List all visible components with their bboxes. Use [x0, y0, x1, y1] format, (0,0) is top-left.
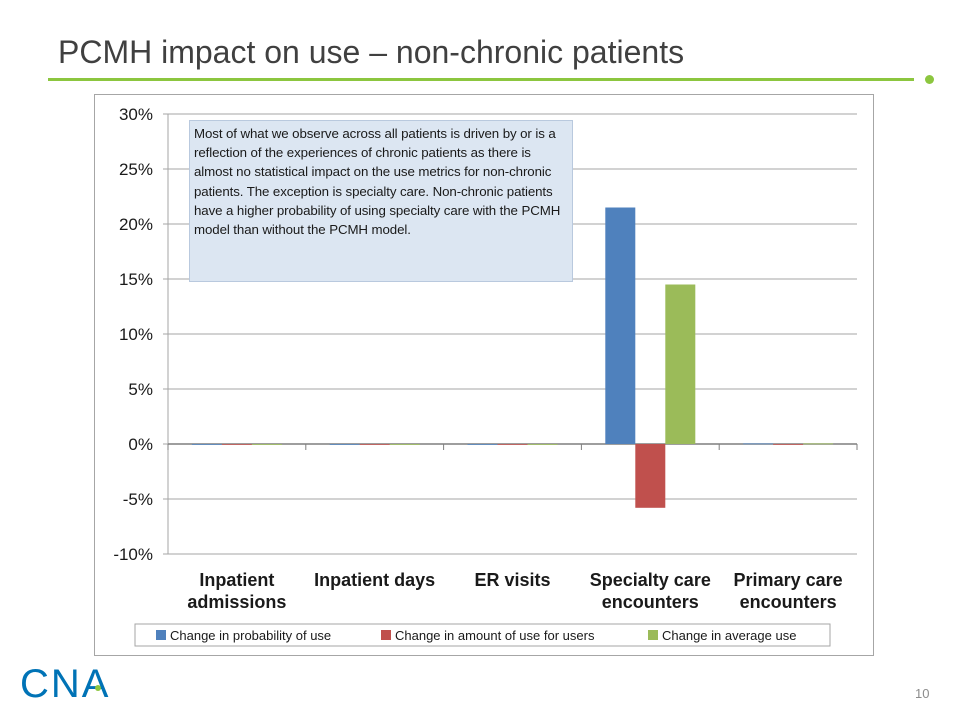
x-category-label: encounters	[740, 592, 837, 612]
y-tick-label: -10%	[113, 545, 153, 564]
bar	[605, 207, 636, 444]
bar	[191, 444, 222, 445]
bar	[359, 444, 390, 445]
y-tick-label: -5%	[123, 490, 153, 509]
legend-swatch	[381, 630, 391, 640]
bar	[329, 444, 360, 445]
y-tick-label: 5%	[128, 380, 153, 399]
x-category-label: Inpatient days	[314, 570, 435, 590]
bar	[467, 444, 498, 445]
x-category-label: Specialty care	[590, 570, 711, 590]
bar	[221, 444, 252, 445]
logo-accent-dot	[95, 685, 101, 691]
x-category-label: Inpatient	[199, 570, 274, 590]
y-tick-label: 0%	[128, 435, 153, 454]
bar	[665, 284, 696, 444]
bar	[389, 444, 420, 445]
x-category-label: Primary care	[734, 570, 843, 590]
page-number: 10	[915, 686, 930, 701]
legend-swatch	[648, 630, 658, 640]
bar	[773, 444, 804, 445]
y-tick-label: 10%	[119, 325, 153, 344]
legend-label: Change in average use	[662, 628, 796, 643]
title-underline	[48, 78, 914, 81]
y-tick-label: 15%	[119, 270, 153, 289]
bar	[497, 444, 528, 445]
slide-title: PCMH impact on use – non-chronic patient…	[58, 34, 685, 70]
bar	[527, 444, 558, 445]
legend-swatch	[156, 630, 166, 640]
y-tick-label: 30%	[119, 105, 153, 124]
bar	[803, 443, 834, 445]
x-category-label: ER visits	[474, 570, 550, 590]
cna-logo: CNA	[20, 662, 111, 706]
x-category-label: encounters	[602, 592, 699, 612]
y-tick-label: 25%	[119, 160, 153, 179]
bar	[251, 444, 282, 445]
y-tick-label: 20%	[119, 215, 153, 234]
title-accent-dot	[925, 75, 934, 84]
bar	[743, 443, 774, 445]
legend-label: Change in probability of use	[170, 628, 331, 643]
legend-box	[134, 623, 831, 647]
bar	[635, 444, 666, 508]
x-category-label: admissions	[187, 592, 286, 612]
legend-label: Change in amount of use for users	[395, 628, 595, 643]
annotation-note: Most of what we observe across all patie…	[189, 120, 573, 282]
